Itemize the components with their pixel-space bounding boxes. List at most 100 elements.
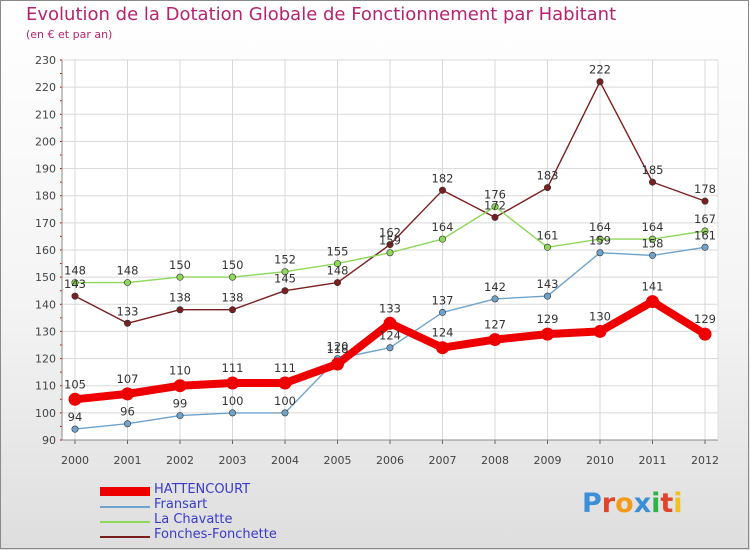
data-label-la-chavatte-2005: 155 <box>327 245 349 259</box>
y-tick-label-230: 230 <box>35 54 56 67</box>
data-points <box>68 78 712 433</box>
data-point-la-chavatte-2002 <box>176 273 184 281</box>
data-point-la-chavatte-2004 <box>281 268 289 276</box>
data-label-hattencourt-2012: 129 <box>694 312 716 326</box>
data-label-la-chavatte-2004: 152 <box>274 253 296 267</box>
y-tick-label-180: 180 <box>35 190 56 203</box>
data-label-fonches-fonchette-2010: 222 <box>589 63 611 77</box>
x-tick-label-2008: 2008 <box>481 454 509 467</box>
data-label-hattencourt-2011: 141 <box>642 280 664 294</box>
data-label-la-chavatte-2008: 176 <box>484 188 506 202</box>
data-point-hattencourt-2006 <box>383 316 397 330</box>
data-label-fonches-fonchette-2005: 148 <box>327 264 349 278</box>
data-point-la-chavatte-2012 <box>701 227 709 235</box>
data-label-hattencourt-2004: 111 <box>274 361 296 375</box>
data-point-fonches-fonchette-2002 <box>176 306 184 314</box>
data-label-hattencourt-2009: 129 <box>537 312 559 326</box>
data-point-fonches-fonchette-2010 <box>596 78 604 86</box>
data-label-la-chavatte-2011: 164 <box>642 220 664 234</box>
data-point-la-chavatte-2007 <box>438 235 446 243</box>
data-label-fransart-2009: 143 <box>537 277 559 291</box>
data-label-fransart-2003: 100 <box>222 394 244 408</box>
data-label-fransart-2008: 142 <box>484 280 506 294</box>
y-tick-label-190: 190 <box>35 163 56 176</box>
data-point-fransart-2000 <box>71 425 79 433</box>
legend-label-fransart: Fransart <box>154 497 208 512</box>
legend-swatch-fransart <box>100 506 150 508</box>
data-label-fonches-fonchette-2009: 183 <box>537 169 559 183</box>
data-label-la-chavatte-2010: 164 <box>589 220 611 234</box>
y-tick-label-150: 150 <box>35 271 56 284</box>
legend-swatch-hattencourt <box>100 487 150 496</box>
data-labels: 143 133 138 138 145 148 162 182 172 183 222 185 178 1… <box>64 63 716 424</box>
legend-swatch-la-chavatte <box>100 521 150 523</box>
data-label-fonches-fonchette-2001: 133 <box>117 304 139 318</box>
data-point-fransart-2004 <box>281 409 289 417</box>
x-tick-label-2003: 2003 <box>219 454 247 467</box>
data-point-hattencourt-2007 <box>436 341 449 355</box>
x-tick-label-2007: 2007 <box>429 454 457 467</box>
logo-letter: i <box>673 488 683 519</box>
y-tick-label-100: 100 <box>35 407 56 420</box>
logo-letter: i <box>651 488 661 519</box>
data-point-fonches-fonchette-2005 <box>333 279 341 287</box>
data-point-fonches-fonchette-2000 <box>71 292 79 300</box>
data-label-la-chavatte-2009: 161 <box>537 228 559 242</box>
data-point-fransart-2003 <box>229 409 237 417</box>
data-point-fransart-2001 <box>124 420 132 428</box>
y-tick-label-170: 170 <box>35 217 56 230</box>
data-label-la-chavatte-2006: 159 <box>379 234 401 248</box>
chart-title: Evolution de la Dotation Globale de Fonc… <box>26 4 617 25</box>
data-label-fonches-fonchette-2007: 182 <box>432 171 454 185</box>
data-point-fransart-2008 <box>491 295 499 303</box>
data-point-hattencourt-2004 <box>278 376 292 390</box>
data-point-hattencourt-2009 <box>541 327 554 341</box>
data-point-fransart-2011 <box>648 251 656 259</box>
data-label-fonches-fonchette-2002: 138 <box>169 291 191 305</box>
data-point-fonches-fonchette-2001 <box>124 319 132 327</box>
data-point-la-chavatte-2003 <box>229 273 237 281</box>
y-tick-label-140: 140 <box>35 298 56 311</box>
data-label-la-chavatte-2007: 164 <box>432 220 454 234</box>
data-point-la-chavatte-2011 <box>648 235 656 243</box>
axes: 90 100 110 120 130 140 150 160 170 180 190 200 210 22… <box>35 54 719 467</box>
data-label-fonches-fonchette-2003: 138 <box>222 291 244 305</box>
data-point-fonches-fonchette-2006 <box>386 241 394 249</box>
data-point-fransart-2006 <box>386 344 394 352</box>
x-tick-label-2010: 2010 <box>586 454 614 467</box>
data-point-la-chavatte-2006 <box>386 249 394 257</box>
data-point-hattencourt-2008 <box>488 333 502 347</box>
data-point-hattencourt-2000 <box>68 392 82 406</box>
data-point-fonches-fonchette-2012 <box>701 197 709 205</box>
x-tick-label-2004: 2004 <box>271 454 299 467</box>
x-tick-label-2009: 2009 <box>534 454 562 467</box>
data-point-hattencourt-2005 <box>331 357 344 371</box>
y-tick-label-220: 220 <box>35 81 56 94</box>
y-tick-label-160: 160 <box>35 244 56 257</box>
data-label-fonches-fonchette-2011: 185 <box>642 163 664 177</box>
data-label-fransart-2001: 96 <box>120 405 135 419</box>
data-point-fransart-2010 <box>596 249 604 257</box>
legend-swatch-fonches-fonchette <box>100 536 150 538</box>
data-label-fransart-2002: 99 <box>173 397 188 411</box>
data-point-fransart-2009 <box>543 292 551 300</box>
data-point-fonches-fonchette-2011 <box>648 178 656 186</box>
logo-letter: o <box>615 488 634 519</box>
data-point-la-chavatte-2005 <box>333 260 341 268</box>
data-label-hattencourt-2006: 133 <box>379 301 401 315</box>
data-label-hattencourt-2008: 127 <box>484 318 506 332</box>
data-point-la-chavatte-2010 <box>596 235 604 243</box>
data-point-hattencourt-2003 <box>226 376 239 390</box>
data-label-fransart-2000: 94 <box>68 410 83 424</box>
data-label-fonches-fonchette-2006: 162 <box>379 226 401 240</box>
logo-letter: x <box>633 488 652 519</box>
data-label-la-chavatte-2002: 150 <box>169 258 191 272</box>
proxiti-logo: Proxiti <box>582 488 683 519</box>
data-label-fonches-fonchette-2012: 178 <box>694 182 716 196</box>
data-point-la-chavatte-2009 <box>543 243 551 251</box>
data-label-fransart-2011: 158 <box>642 236 664 250</box>
data-point-fonches-fonchette-2008 <box>491 213 499 221</box>
data-label-fonches-fonchette-2000: 143 <box>64 277 86 291</box>
